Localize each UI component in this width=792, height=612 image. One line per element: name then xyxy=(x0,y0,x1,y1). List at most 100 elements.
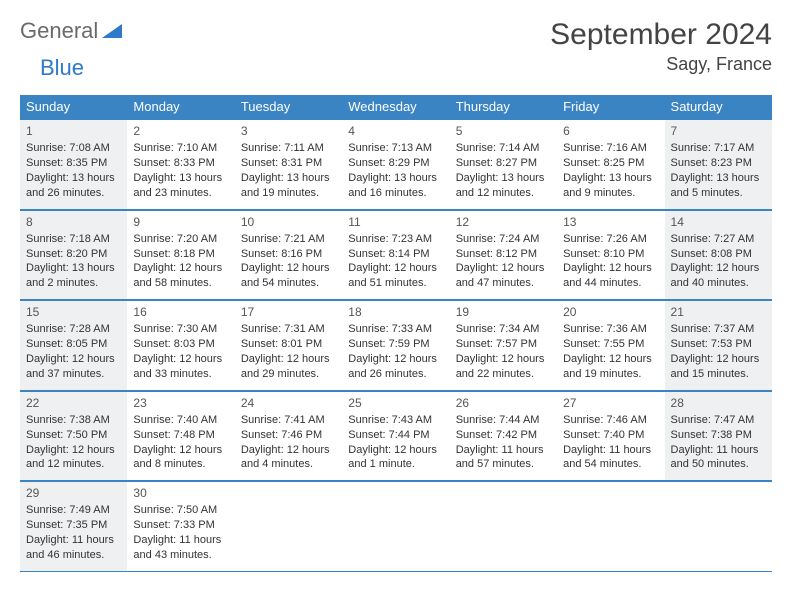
sunset-line: Sunset: 7:48 PM xyxy=(133,428,228,443)
daylight-line: Daylight: 12 hours and 51 minutes. xyxy=(348,261,443,291)
day-number: 15 xyxy=(26,304,121,320)
sunrise-line: Sunrise: 7:38 AM xyxy=(26,413,121,428)
day-content: Sunrise: 7:44 AMSunset: 7:42 PMDaylight:… xyxy=(456,413,551,472)
sunrise-line: Sunrise: 7:27 AM xyxy=(671,232,766,247)
calendar-day-cell: 10Sunrise: 7:21 AMSunset: 8:16 PMDayligh… xyxy=(235,210,342,301)
sunrise-line: Sunrise: 7:46 AM xyxy=(563,413,658,428)
calendar-day-cell: 7Sunrise: 7:17 AMSunset: 8:23 PMDaylight… xyxy=(665,119,772,210)
day-number: 2 xyxy=(133,123,228,139)
calendar-day-cell: 2 Sunrise: 7:10 AMSunset: 8:33 PMDaylight… xyxy=(127,119,234,210)
sunset-line: Sunset: 7:44 PM xyxy=(348,428,443,443)
day-number: 10 xyxy=(241,214,336,230)
logo-triangle-icon xyxy=(102,20,122,43)
sunrise-line: Sunrise: 7:10 AM xyxy=(133,141,228,156)
calendar-day-cell: 8Sunrise: 7:18 AMSunset: 8:20 PMDaylight… xyxy=(20,210,127,301)
day-number: 26 xyxy=(456,395,551,411)
day-content: Sunrise: 7:24 AMSunset: 8:12 PMDaylight:… xyxy=(456,232,551,291)
calendar-day-cell: 9Sunrise: 7:20 AMSunset: 8:18 PMDaylight… xyxy=(127,210,234,301)
sunrise-line: Sunrise: 7:43 AM xyxy=(348,413,443,428)
daylight-line: Daylight: 12 hours and 1 minute. xyxy=(348,443,443,473)
day-content: Sunrise: 7:38 AMSunset: 7:50 PMDaylight:… xyxy=(26,413,121,472)
calendar-table: Sunday Monday Tuesday Wednesday Thursday… xyxy=(20,95,772,572)
sunset-line: Sunset: 7:46 PM xyxy=(241,428,336,443)
sunset-line: Sunset: 7:59 PM xyxy=(348,337,443,352)
day-header: Sunday xyxy=(20,95,127,119)
day-number: 30 xyxy=(133,485,228,501)
day-content: Sunrise: 7:08 AMSunset: 8:35 PMDaylight:… xyxy=(26,141,121,200)
sunset-line: Sunset: 7:33 PM xyxy=(133,518,228,533)
day-number: 27 xyxy=(563,395,658,411)
calendar-day-cell: 1Sunrise: 7:08 AMSunset: 8:35 PMDaylight… xyxy=(20,119,127,210)
sunrise-line: Sunrise: 7:26 AM xyxy=(563,232,658,247)
calendar-day-cell: 19Sunrise: 7:34 AMSunset: 7:57 PMDayligh… xyxy=(450,300,557,391)
sunrise-line: Sunrise: 7:44 AM xyxy=(456,413,551,428)
sunset-line: Sunset: 7:42 PM xyxy=(456,428,551,443)
daylight-line: Daylight: 12 hours and 47 minutes. xyxy=(456,261,551,291)
sunset-line: Sunset: 7:38 PM xyxy=(671,428,766,443)
day-content: Sunrise: 7:41 AMSunset: 7:46 PMDaylight:… xyxy=(241,413,336,472)
day-content: Sunrise: 7:14 AMSunset: 8:27 PMDaylight:… xyxy=(456,141,551,200)
daylight-line: Daylight: 11 hours and 50 minutes. xyxy=(671,443,766,473)
day-content: Sunrise: 7:37 AMSunset: 7:53 PMDaylight:… xyxy=(671,322,766,381)
calendar-day-cell: 26 Sunrise: 7:44 AMSunset: 7:42 PMDayligh… xyxy=(450,391,557,482)
daylight-line: Daylight: 12 hours and 37 minutes. xyxy=(26,352,121,382)
day-number: 22 xyxy=(26,395,121,411)
calendar-week-row: 29Sunrise: 7:49 AMSunset: 7:35 PMDayligh… xyxy=(20,481,772,571)
calendar-day-cell: 29Sunrise: 7:49 AMSunset: 7:35 PMDayligh… xyxy=(20,481,127,571)
sunrise-line: Sunrise: 7:47 AM xyxy=(671,413,766,428)
calendar-day-cell: 18Sunrise: 7:33 AMSunset: 7:59 PMDayligh… xyxy=(342,300,449,391)
daylight-line: Daylight: 13 hours and 19 minutes. xyxy=(241,171,336,201)
sunrise-line: Sunrise: 7:11 AM xyxy=(241,141,336,156)
day-number: 12 xyxy=(456,214,551,230)
day-content: Sunrise: 7:28 AMSunset: 8:05 PMDaylight:… xyxy=(26,322,121,381)
sunset-line: Sunset: 7:57 PM xyxy=(456,337,551,352)
day-header: Wednesday xyxy=(342,95,449,119)
sunrise-line: Sunrise: 7:13 AM xyxy=(348,141,443,156)
calendar-day-cell: 17Sunrise: 7:31 AMSunset: 8:01 PMDayligh… xyxy=(235,300,342,391)
day-content: Sunrise: 7:40 AMSunset: 7:48 PMDaylight:… xyxy=(133,413,228,472)
sunset-line: Sunset: 8:01 PM xyxy=(241,337,336,352)
sunset-line: Sunset: 7:53 PM xyxy=(671,337,766,352)
month-title: September 2024 xyxy=(550,18,772,52)
sunset-line: Sunset: 7:40 PM xyxy=(563,428,658,443)
daylight-line: Daylight: 13 hours and 12 minutes. xyxy=(456,171,551,201)
calendar-day-cell: 4Sunrise: 7:13 AMSunset: 8:29 PMDaylight… xyxy=(342,119,449,210)
calendar-day-cell xyxy=(557,481,664,571)
sunset-line: Sunset: 7:50 PM xyxy=(26,428,121,443)
sunset-line: Sunset: 8:10 PM xyxy=(563,247,658,262)
sunrise-line: Sunrise: 7:23 AM xyxy=(348,232,443,247)
sunset-line: Sunset: 8:05 PM xyxy=(26,337,121,352)
sunset-line: Sunset: 8:18 PM xyxy=(133,247,228,262)
daylight-line: Daylight: 12 hours and 29 minutes. xyxy=(241,352,336,382)
sunrise-line: Sunrise: 7:34 AM xyxy=(456,322,551,337)
calendar-day-cell: 25Sunrise: 7:43 AMSunset: 7:44 PMDayligh… xyxy=(342,391,449,482)
day-content: Sunrise: 7:17 AMSunset: 8:23 PMDaylight:… xyxy=(671,141,766,200)
sunrise-line: Sunrise: 7:16 AM xyxy=(563,141,658,156)
daylight-line: Daylight: 13 hours and 9 minutes. xyxy=(563,171,658,201)
logo-text-general: General xyxy=(20,18,98,44)
day-content: Sunrise: 7:13 AMSunset: 8:29 PMDaylight:… xyxy=(348,141,443,200)
sunset-line: Sunset: 8:31 PM xyxy=(241,156,336,171)
sunset-line: Sunset: 7:35 PM xyxy=(26,518,121,533)
sunset-line: Sunset: 8:35 PM xyxy=(26,156,121,171)
sunset-line: Sunset: 8:08 PM xyxy=(671,247,766,262)
sunset-line: Sunset: 8:29 PM xyxy=(348,156,443,171)
day-content: Sunrise: 7:36 AMSunset: 7:55 PMDaylight:… xyxy=(563,322,658,381)
sunrise-line: Sunrise: 7:28 AM xyxy=(26,322,121,337)
day-content: Sunrise: 7:31 AMSunset: 8:01 PMDaylight:… xyxy=(241,322,336,381)
calendar-day-cell: 6Sunrise: 7:16 AMSunset: 8:25 PMDaylight… xyxy=(557,119,664,210)
calendar-week-row: 22Sunrise: 7:38 AMSunset: 7:50 PMDayligh… xyxy=(20,391,772,482)
day-header: Tuesday xyxy=(235,95,342,119)
sunrise-line: Sunrise: 7:49 AM xyxy=(26,503,121,518)
calendar-day-cell: 21Sunrise: 7:37 AMSunset: 7:53 PMDayligh… xyxy=(665,300,772,391)
sunset-line: Sunset: 8:14 PM xyxy=(348,247,443,262)
sunset-line: Sunset: 8:25 PM xyxy=(563,156,658,171)
calendar-week-row: 15Sunrise: 7:28 AMSunset: 8:05 PMDayligh… xyxy=(20,300,772,391)
location: Sagy, France xyxy=(550,54,772,75)
calendar-day-cell: 22 Sunrise: 7:38 AMSunset: 7:50 PMDayligh… xyxy=(20,391,127,482)
daylight-line: Daylight: 12 hours and 44 minutes. xyxy=(563,261,658,291)
day-content: Sunrise: 7:50 AMSunset: 7:33 PMDaylight:… xyxy=(133,503,228,562)
day-content: Sunrise: 7:10 AMSunset: 8:33 PMDaylight:… xyxy=(133,141,228,200)
sunset-line: Sunset: 8:27 PM xyxy=(456,156,551,171)
daylight-line: Daylight: 12 hours and 4 minutes. xyxy=(241,443,336,473)
